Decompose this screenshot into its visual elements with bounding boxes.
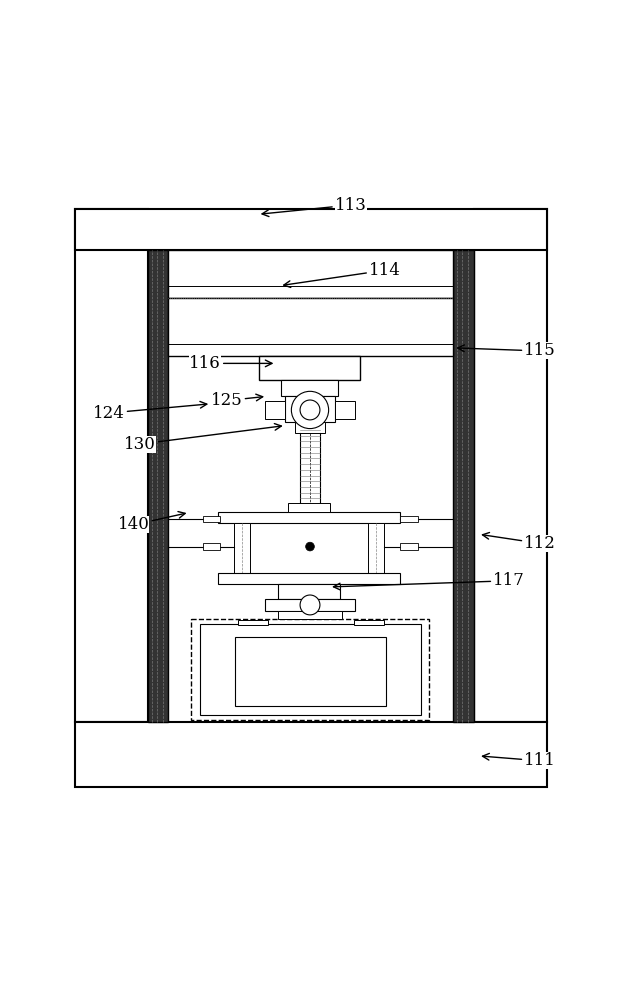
Text: 113: 113 [262, 197, 367, 217]
Bar [285, 396, 335, 422]
Bar [200, 624, 421, 715]
Bar [75, 209, 148, 722]
Bar [278, 584, 340, 599]
Text: 130: 130 [124, 424, 281, 453]
Bar [168, 250, 453, 298]
Bar [235, 637, 386, 706]
Bar [400, 516, 418, 522]
Bar [218, 573, 400, 584]
Bar [281, 380, 338, 396]
Circle shape [291, 391, 329, 429]
Bar [259, 356, 360, 380]
Bar [453, 250, 474, 722]
Bar [234, 523, 250, 573]
Bar [368, 523, 384, 573]
Bar [218, 512, 400, 523]
Bar [265, 599, 355, 611]
Text: 115: 115 [458, 342, 556, 359]
Text: 117: 117 [333, 572, 525, 590]
Circle shape [306, 542, 314, 551]
Text: 112: 112 [483, 532, 556, 552]
Bar [400, 543, 418, 550]
Text: 140: 140 [117, 512, 185, 533]
Bar [203, 543, 220, 550]
Bar [203, 516, 220, 522]
Bar [238, 620, 268, 625]
Bar [354, 620, 384, 625]
Bar [474, 209, 547, 722]
Text: 124: 124 [93, 401, 207, 422]
Bar [75, 722, 547, 787]
Bar [168, 250, 453, 722]
Bar [278, 611, 342, 619]
Bar [168, 298, 453, 356]
Bar [295, 422, 325, 433]
Text: 111: 111 [483, 752, 556, 769]
Circle shape [300, 400, 320, 420]
Text: 125: 125 [211, 392, 263, 409]
Circle shape [300, 595, 320, 615]
Bar [191, 619, 429, 720]
Bar [148, 250, 168, 722]
Bar [288, 503, 330, 512]
Bar [335, 401, 355, 419]
Bar [75, 209, 547, 250]
Bar [265, 401, 285, 419]
Text: 114: 114 [284, 262, 401, 287]
Text: 116: 116 [189, 355, 272, 372]
